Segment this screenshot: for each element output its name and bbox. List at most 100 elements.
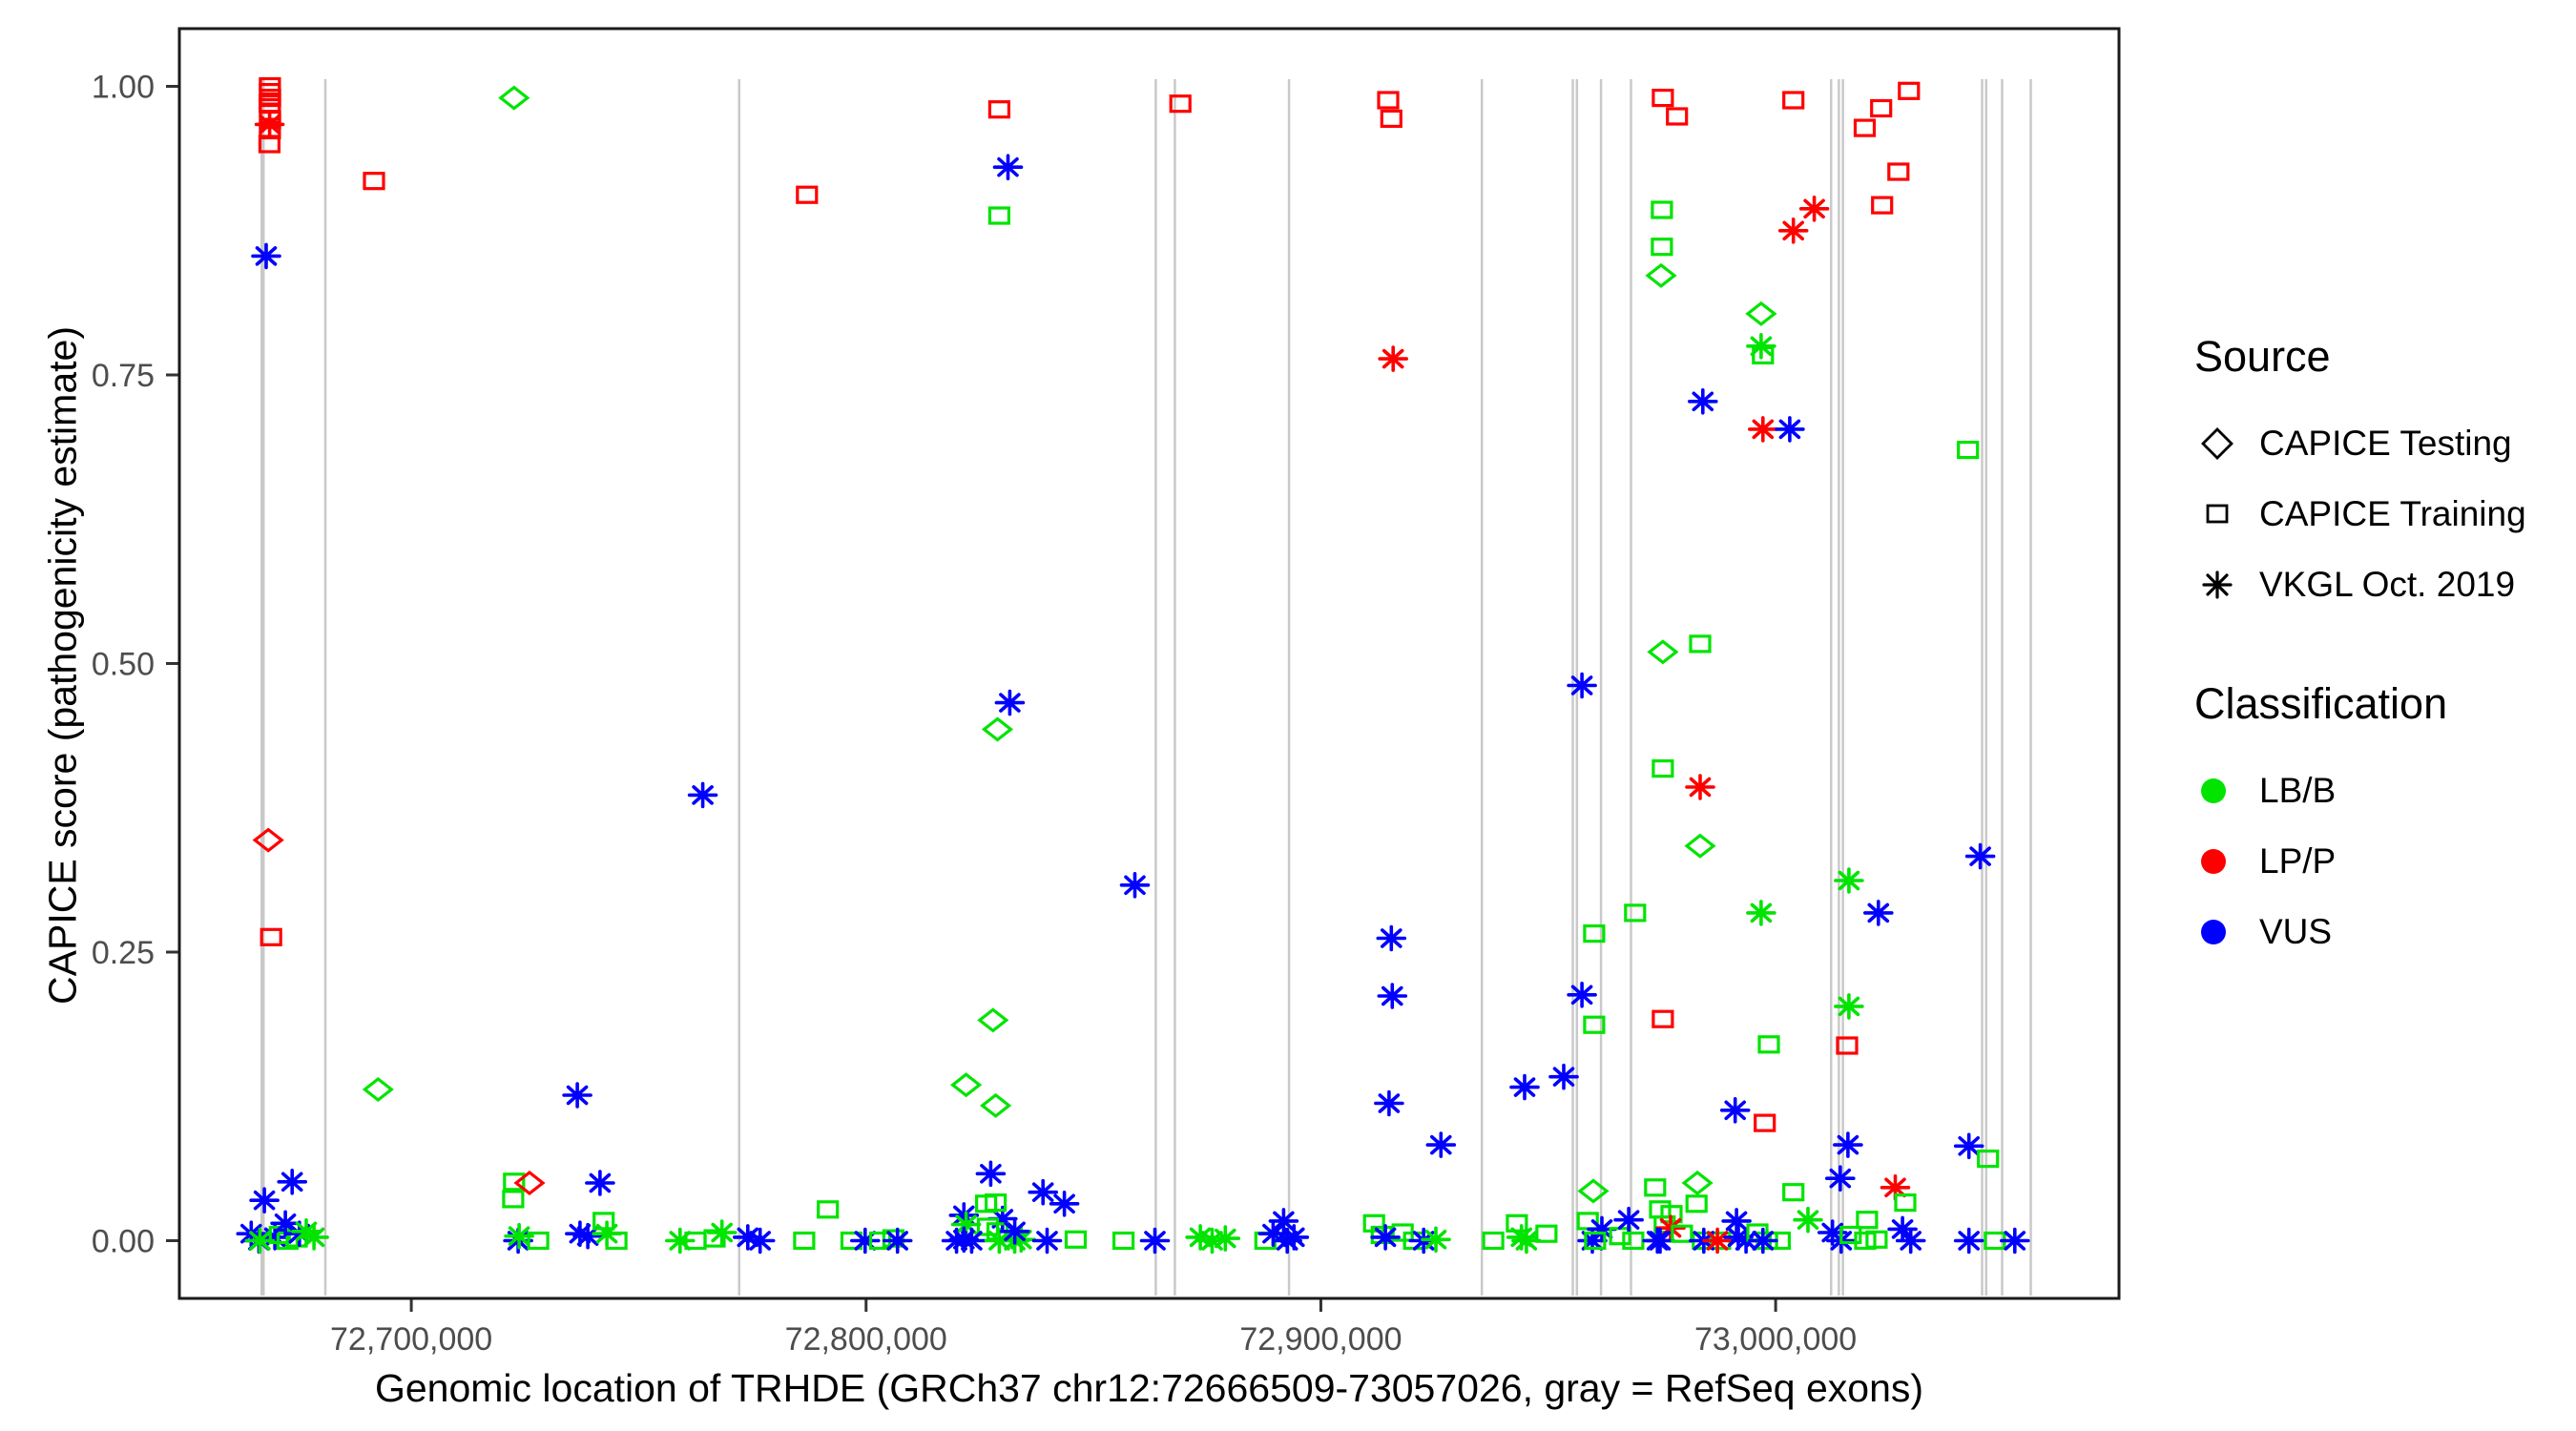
data-point (1880, 1174, 1911, 1201)
panel-border (177, 27, 2121, 1300)
data-point (1957, 441, 1980, 460)
data-point (975, 1160, 1007, 1188)
data-point (1953, 1132, 1984, 1160)
data-point (1647, 639, 1679, 665)
square-outline-icon (2194, 491, 2259, 537)
data-point (1685, 1194, 1708, 1213)
data-point (1723, 1224, 1754, 1251)
data-point (1865, 1230, 1888, 1249)
y-axis-title: CAPICE score (pathogenicity estimate) (40, 326, 85, 1005)
data-point (1746, 332, 1776, 360)
data-point (948, 1202, 980, 1229)
data-point (1649, 1200, 1672, 1219)
data-point (1583, 923, 1606, 944)
asterisk-icon (2194, 562, 2259, 608)
blue-dot-icon (2194, 920, 2259, 944)
data-point (251, 242, 281, 270)
data-point (513, 1170, 546, 1196)
data-point (1196, 1227, 1228, 1255)
data-point (1887, 1215, 1918, 1243)
data-point (1719, 1097, 1751, 1124)
data-point (984, 1227, 1015, 1255)
data-point (981, 716, 1014, 742)
green-dot-icon (2194, 778, 2259, 803)
data-point (977, 1007, 1009, 1033)
x-tick-label: 72,800,000 (785, 1321, 947, 1358)
data-point (796, 185, 819, 204)
data-point (1644, 1178, 1667, 1197)
data-point (1645, 1227, 1675, 1255)
data-point (1863, 900, 1894, 926)
legend-item-vkgl: VKGL Oct. 2019 (2194, 550, 2566, 620)
data-point (1825, 1165, 1856, 1192)
data-point (1745, 301, 1777, 326)
legend-item-label: LP/P (2259, 841, 2337, 881)
legend-spacer (2194, 620, 2566, 679)
data-point (502, 1190, 525, 1209)
data-point (1278, 1224, 1310, 1251)
data-point (1834, 993, 1864, 1020)
y-tick-label: 1.00 (92, 70, 155, 106)
data-point (732, 1224, 763, 1251)
x-axis-title: Genomic location of TRHDE (GRCh37 chr12:… (374, 1366, 1924, 1410)
data-point (980, 1092, 1012, 1118)
data-point (249, 1187, 280, 1213)
data-point (562, 1082, 592, 1109)
data-point (744, 1227, 776, 1255)
diamond-outline-icon (2194, 421, 2259, 467)
data-point (1782, 91, 1805, 110)
data-point (362, 1076, 394, 1103)
legend-item-label: CAPICE Training (2259, 494, 2526, 533)
data-point (1871, 196, 1894, 215)
data-point (1377, 91, 1400, 110)
data-point (1584, 1231, 1607, 1251)
data-point (1731, 1227, 1761, 1255)
data-point (703, 1229, 726, 1248)
data-point (882, 1227, 913, 1255)
data-point (1587, 1215, 1617, 1243)
data-point (1006, 1226, 1037, 1254)
data-point (1482, 1231, 1505, 1251)
data-point (1757, 1035, 1780, 1054)
data-point (664, 1227, 696, 1255)
data-point (1853, 118, 1877, 137)
data-point (1362, 1213, 1385, 1233)
data-point (1509, 1073, 1540, 1101)
data-point (244, 1227, 276, 1255)
data-point (1652, 1009, 1674, 1028)
data-point (1567, 672, 1597, 699)
data-point (1836, 1036, 1859, 1055)
y-tick-label: 0.75 (92, 358, 155, 394)
data-point (1622, 1231, 1645, 1251)
data-point (1257, 1220, 1289, 1247)
data-point (1378, 345, 1408, 372)
data-point (994, 689, 1026, 716)
data-point (1977, 1149, 2000, 1169)
data-point (2000, 1227, 2030, 1255)
data-point (1870, 98, 1893, 118)
data-point (1645, 262, 1677, 288)
data-point (999, 1218, 1030, 1245)
data-point (1856, 1211, 1879, 1230)
data-point (605, 1231, 628, 1251)
data-point (1583, 1015, 1606, 1034)
data-point (1894, 1192, 1917, 1213)
data-point (252, 827, 284, 853)
legend-item-label: VUS (2259, 912, 2333, 951)
data-point (1898, 81, 1921, 100)
data-point (260, 927, 282, 946)
y-tick-label: 0.50 (92, 647, 155, 683)
data-point (687, 781, 718, 809)
data-point (1688, 387, 1718, 415)
red-dot-icon (2194, 849, 2259, 874)
data-point (992, 154, 1024, 180)
data-point (1511, 1227, 1542, 1255)
data-point (1964, 842, 1996, 870)
legend-item-lbb: LB/B (2194, 756, 2566, 826)
data-point (1721, 1208, 1752, 1234)
x-tick-label: 72,700,000 (330, 1321, 492, 1358)
data-point (254, 111, 285, 138)
data-point (1746, 900, 1776, 926)
data-point (565, 1220, 595, 1247)
